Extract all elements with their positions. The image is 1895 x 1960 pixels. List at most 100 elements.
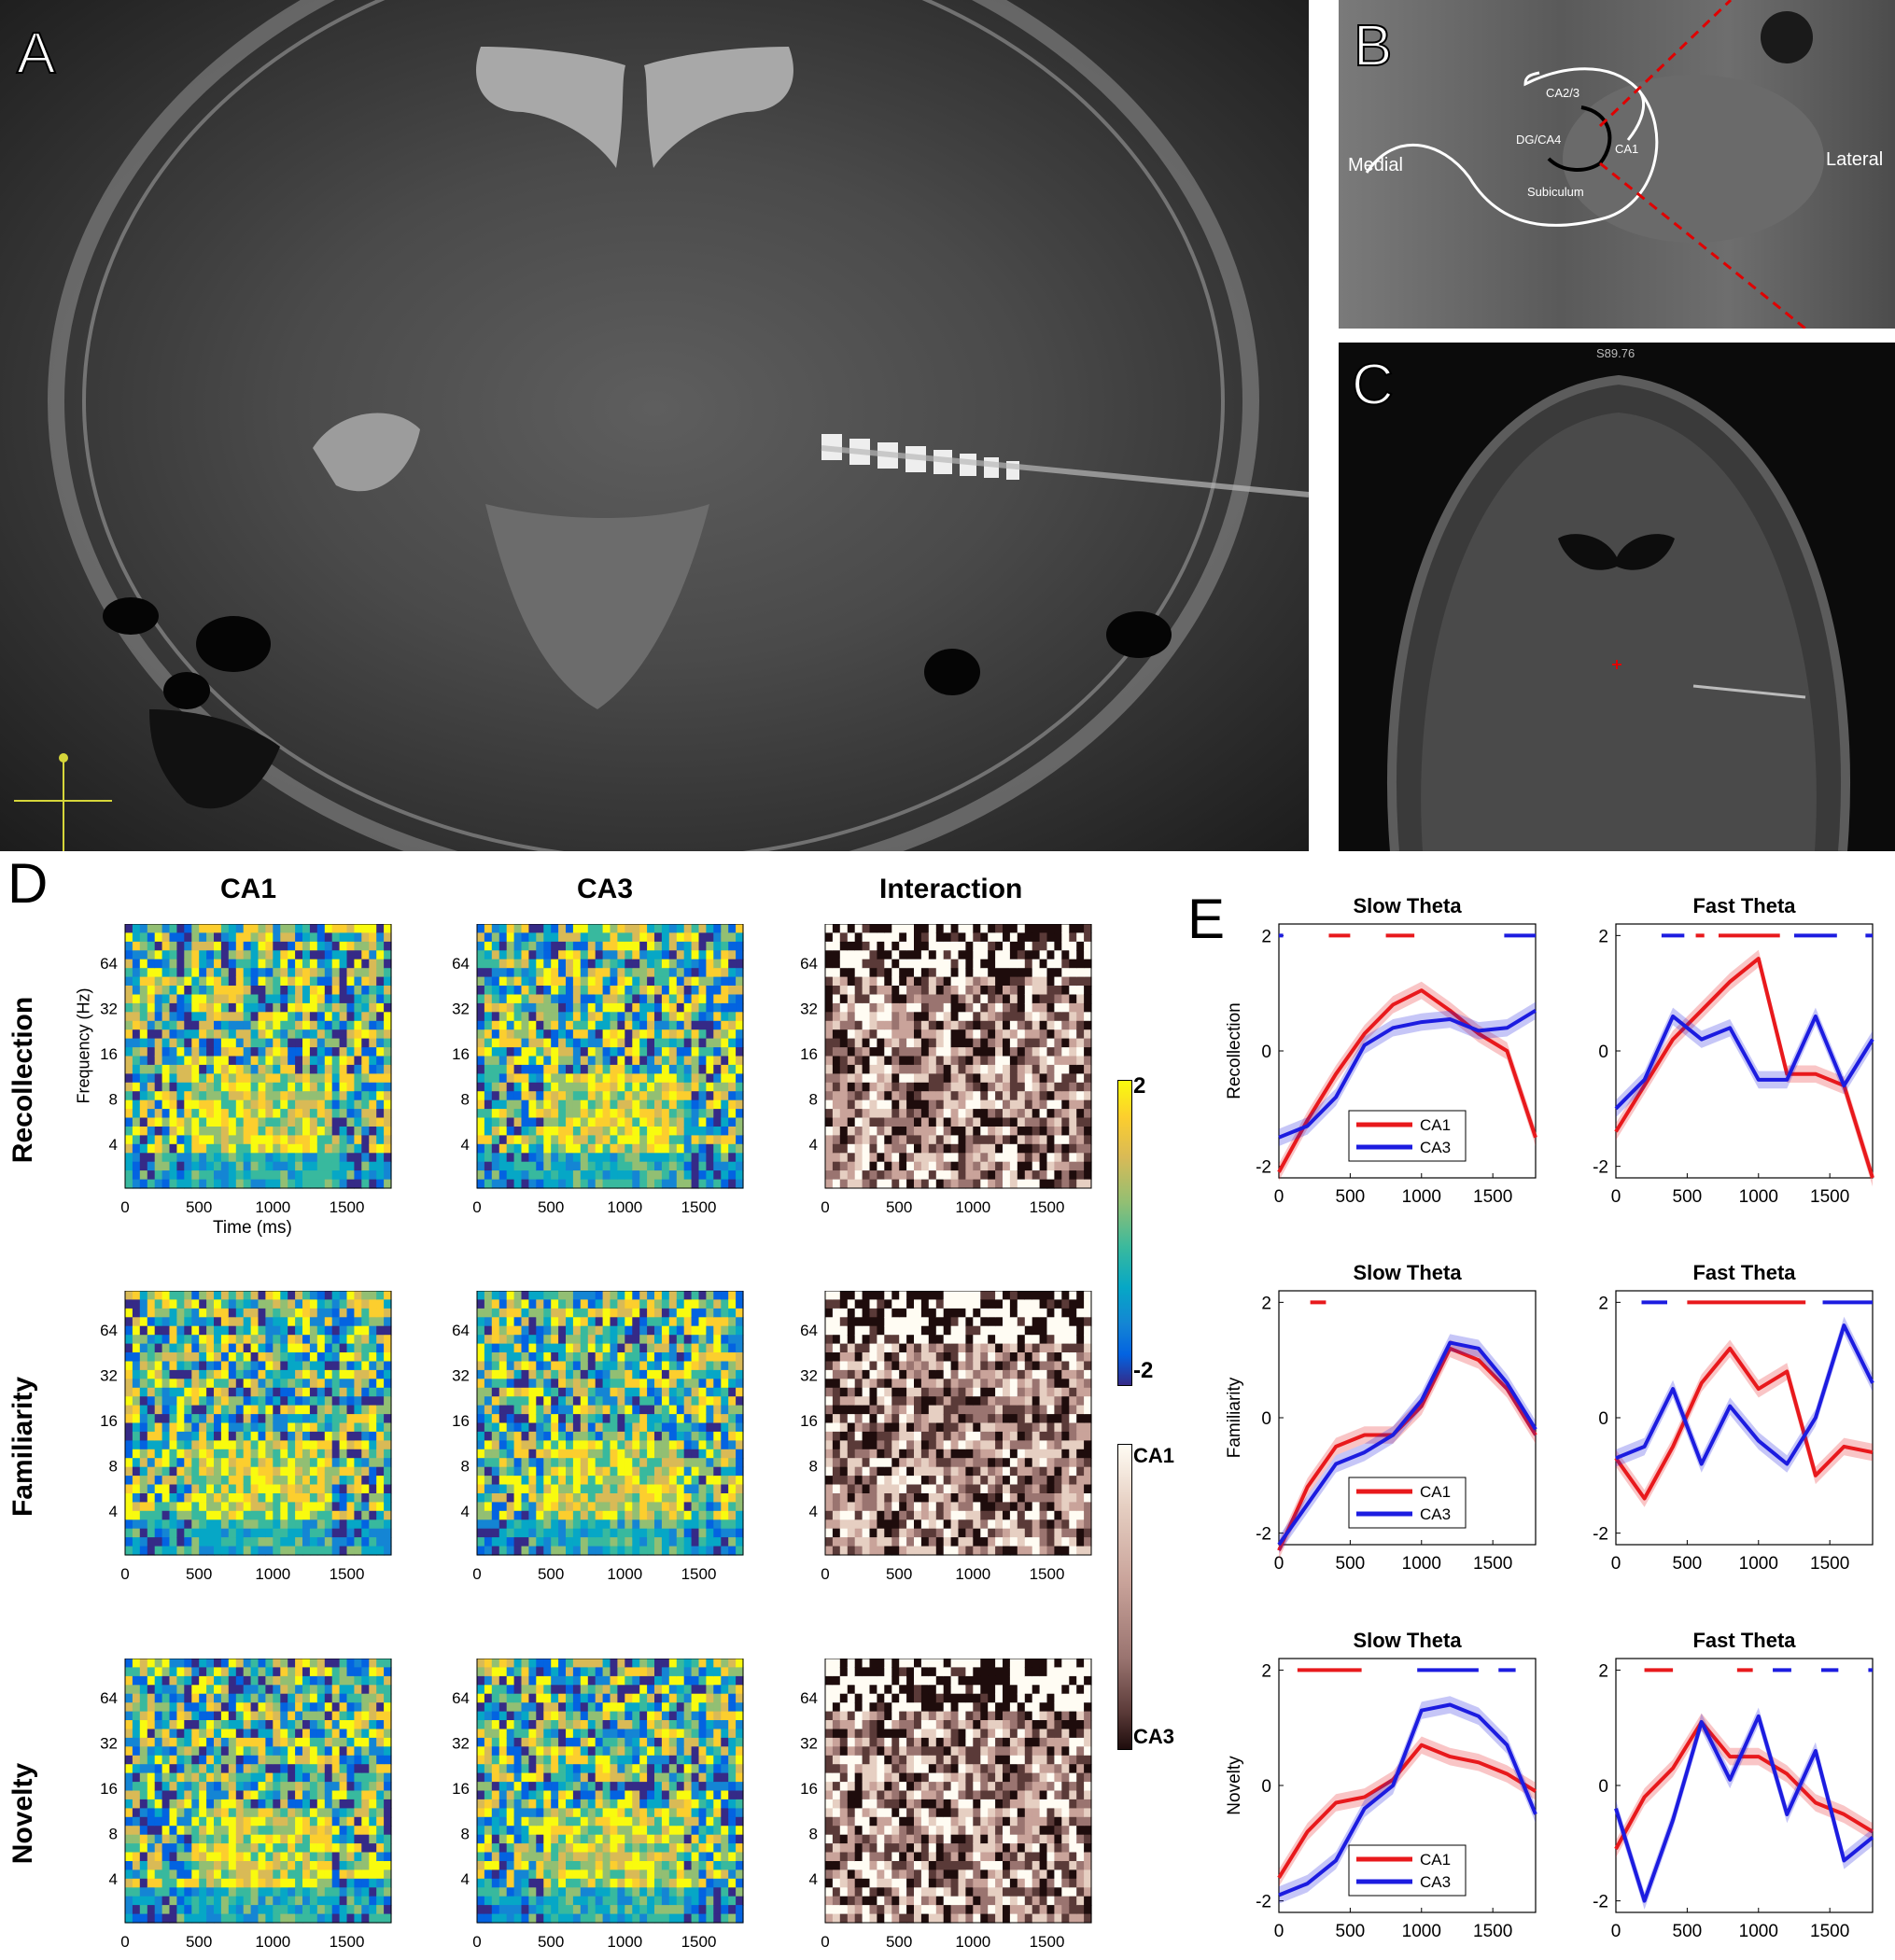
chart-xtick: 500 bbox=[1673, 1554, 1703, 1574]
tf-ytick: 32 bbox=[452, 1001, 470, 1018]
chart-xtick: 1000 bbox=[1739, 1922, 1778, 1941]
tf-xtick: 1500 bbox=[1030, 1933, 1065, 1951]
tf-xtick: 1500 bbox=[330, 1933, 365, 1951]
chart-frame bbox=[1279, 1291, 1536, 1545]
chart-ylabel: Novelty bbox=[1225, 1756, 1244, 1815]
tf-ytick: 16 bbox=[800, 1780, 818, 1798]
tf-ytick: 64 bbox=[100, 955, 118, 973]
chart-title: Fast Theta bbox=[1692, 894, 1796, 917]
chart-xtick: 1000 bbox=[1402, 1922, 1441, 1941]
chart-ytick: 2 bbox=[1598, 927, 1608, 946]
row-title-familiarity: Familiarity bbox=[7, 1353, 39, 1540]
tf-xtick: 500 bbox=[886, 1198, 912, 1216]
chart-ytick: -2 bbox=[1593, 1158, 1608, 1178]
legend-label: CA1 bbox=[1420, 1851, 1451, 1869]
panel-b-letter: B bbox=[1354, 13, 1392, 79]
chart-ytick: -2 bbox=[1256, 1158, 1271, 1178]
tf-ytick: 32 bbox=[800, 1001, 818, 1018]
chart-xtick: 1000 bbox=[1402, 1187, 1441, 1207]
tf-xtick: 1000 bbox=[255, 1198, 290, 1216]
colorbar-ca3-label: CA3 bbox=[1133, 1725, 1174, 1749]
tf-ytick: 16 bbox=[452, 1045, 470, 1063]
tf-ytick: 4 bbox=[461, 1870, 470, 1888]
legend-label: CA3 bbox=[1420, 1505, 1451, 1523]
chart-xtick: 1500 bbox=[1473, 1554, 1512, 1574]
tf-xtick: 500 bbox=[886, 1565, 912, 1583]
dgca4-label: DG/CA4 bbox=[1516, 133, 1561, 147]
tf-ytick: 16 bbox=[100, 1045, 118, 1063]
chart-xtick: 0 bbox=[1274, 1187, 1284, 1207]
tf-xtick: 0 bbox=[821, 1198, 829, 1216]
tf-ytick: 4 bbox=[461, 1136, 470, 1154]
legend-label: CA3 bbox=[1420, 1873, 1451, 1891]
chart-xtick: 1000 bbox=[1739, 1187, 1778, 1207]
chart-ytick: 2 bbox=[1261, 1661, 1271, 1681]
chart-legend bbox=[1349, 1111, 1466, 1161]
tf-xtick: 1000 bbox=[955, 1565, 990, 1583]
tf-ytick: 4 bbox=[109, 1870, 118, 1888]
series-line-ca1 bbox=[1279, 990, 1536, 1172]
chart-title: Slow Theta bbox=[1353, 1629, 1462, 1652]
tf-ytick: 64 bbox=[800, 1689, 818, 1707]
tf-ytick: 16 bbox=[800, 1412, 818, 1430]
tf-xtick: 0 bbox=[120, 1933, 129, 1951]
chart-ytick: 0 bbox=[1598, 1777, 1608, 1797]
chart-title: Slow Theta bbox=[1353, 894, 1462, 917]
tf-xtick: 500 bbox=[538, 1565, 564, 1583]
chart-xtick: 1000 bbox=[1402, 1554, 1441, 1574]
tf-ytick: 4 bbox=[809, 1870, 818, 1888]
column-title-interaction: Interaction bbox=[879, 874, 1022, 905]
tf-ytick: 32 bbox=[452, 1735, 470, 1753]
tf-ytick: 8 bbox=[109, 1091, 118, 1109]
tf-xtick: 1500 bbox=[681, 1933, 717, 1951]
chart-ytick: 2 bbox=[1598, 1661, 1608, 1681]
tf-ytick: 32 bbox=[800, 1367, 818, 1385]
tf-xtick: 1500 bbox=[330, 1198, 365, 1216]
tf-xtick: 0 bbox=[120, 1198, 129, 1216]
series-error-band bbox=[1279, 1340, 1536, 1560]
tf-xtick: 1000 bbox=[607, 1933, 642, 1951]
chart-title: Fast Theta bbox=[1692, 1629, 1796, 1652]
mri-coronal-image-a: A bbox=[0, 0, 1309, 851]
tf-ytick: 4 bbox=[809, 1136, 818, 1154]
panel-c-letter: C bbox=[1352, 352, 1394, 418]
tf-ytick: 4 bbox=[809, 1503, 818, 1520]
tf-ytick: 64 bbox=[800, 955, 818, 973]
chart-frame bbox=[1616, 1659, 1873, 1912]
lateral-label: Lateral bbox=[1826, 149, 1883, 171]
series-line-ca1 bbox=[1616, 1722, 1873, 1849]
series-line-ca1 bbox=[1279, 1745, 1536, 1878]
tf-ytick: 8 bbox=[109, 1458, 118, 1476]
tf-xtick: 0 bbox=[472, 1933, 481, 1951]
series-line-ca3 bbox=[1616, 1716, 1873, 1901]
tf-ytick: 64 bbox=[452, 1689, 470, 1707]
chart-ytick: -2 bbox=[1256, 1525, 1271, 1545]
tf-ytick: 16 bbox=[800, 1045, 818, 1063]
legend-label: CA3 bbox=[1420, 1139, 1451, 1156]
tf-ytick: 16 bbox=[452, 1780, 470, 1798]
colorbar-ca1-label: CA1 bbox=[1133, 1444, 1174, 1468]
chart-xtick: 0 bbox=[1274, 1922, 1284, 1941]
tf-ytick: 16 bbox=[100, 1412, 118, 1430]
chart-ytick: -2 bbox=[1593, 1525, 1608, 1545]
series-error-band bbox=[1616, 1714, 1873, 1858]
tf-ytick: 64 bbox=[800, 1322, 818, 1339]
chart-xtick: 0 bbox=[1611, 1922, 1621, 1941]
chart-ytick: 0 bbox=[1261, 1777, 1271, 1797]
chart-ytick: 0 bbox=[1598, 1043, 1608, 1062]
chart-xtick: 500 bbox=[1673, 1922, 1703, 1941]
tf-ytick: 32 bbox=[800, 1735, 818, 1753]
chart-xtick: 500 bbox=[1336, 1187, 1366, 1207]
medial-label: Medial bbox=[1348, 155, 1403, 176]
chart-ytick: 2 bbox=[1261, 1294, 1271, 1313]
column-title-ca3: CA3 bbox=[577, 874, 633, 905]
mri-a-illustration bbox=[0, 0, 1309, 851]
chart-xtick: 1500 bbox=[1810, 1187, 1849, 1207]
tf-xtick: 0 bbox=[472, 1198, 481, 1216]
tf-xtick: 1000 bbox=[955, 1198, 990, 1216]
tf-ytick: 8 bbox=[109, 1826, 118, 1843]
chart-frame bbox=[1279, 924, 1536, 1178]
